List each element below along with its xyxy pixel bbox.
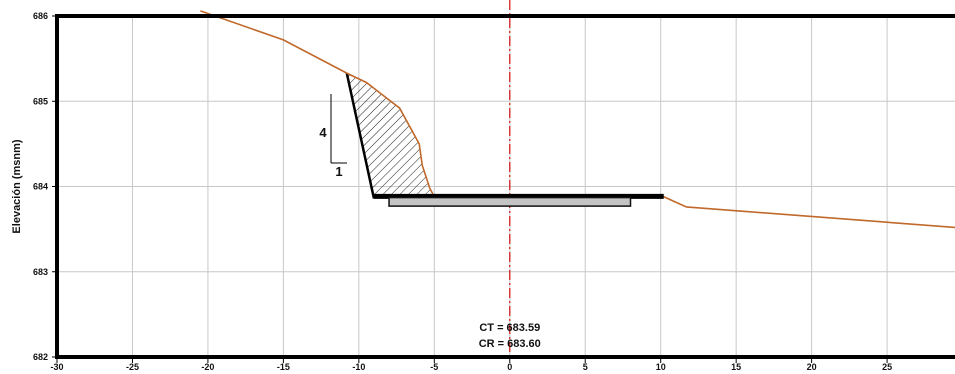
- excavation-hatch-area: [346, 73, 435, 199]
- x-tick-label: 25: [882, 362, 892, 372]
- x-tick-label: -20: [201, 362, 214, 372]
- ground-profile-line: [200, 10, 955, 229]
- frame-left-border: [55, 14, 59, 359]
- y-tick-label: 685: [33, 96, 48, 106]
- pavement-top-layer: [373, 193, 664, 199]
- base-slab: [388, 196, 632, 207]
- y-tick-label: 684: [33, 182, 48, 192]
- grid-lines: [56, 15, 955, 358]
- x-tick-label: -15: [277, 362, 290, 372]
- slope-run-label: 1: [335, 164, 342, 179]
- x-tick-label: 0: [507, 362, 512, 372]
- slope-indicator: 4 1: [319, 94, 347, 179]
- x-tick-label: -25: [126, 362, 139, 372]
- x-tick-label: -30: [50, 362, 63, 372]
- y-axis-label: Elevación (msnm): [11, 139, 23, 233]
- excavation-face-line: [345, 72, 376, 199]
- ct-label: CT = 683.59: [479, 322, 540, 334]
- x-tick-label: 10: [656, 362, 666, 372]
- y-tick-labels: 682 683 684 685 686: [33, 11, 57, 362]
- y-tick-label: 682: [33, 352, 48, 362]
- cr-label: CR = 683.60: [479, 338, 541, 350]
- x-tick-label: 20: [807, 362, 817, 372]
- y-tick-label: 683: [33, 267, 48, 277]
- slope-rise-label: 4: [319, 125, 327, 140]
- frame-top-border: [55, 14, 955, 18]
- frame-bottom-border: [55, 355, 955, 359]
- x-tick-label: -10: [352, 362, 365, 372]
- x-tick-label: 15: [731, 362, 741, 372]
- x-tick-labels: -30 -25 -20 -15 -10 -5 0 5 10 15 20 25: [50, 357, 892, 372]
- x-tick-label: 5: [583, 362, 588, 372]
- x-tick-label: -5: [430, 362, 438, 372]
- y-tick-label: 686: [33, 11, 48, 21]
